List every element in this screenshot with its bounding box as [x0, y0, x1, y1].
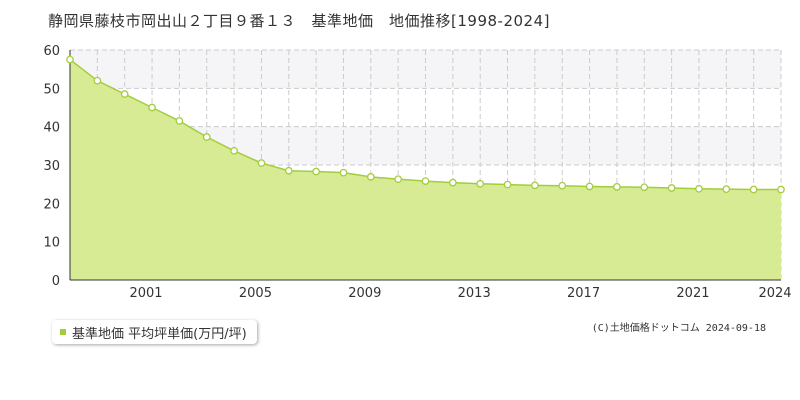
- y-tick-label: 10: [43, 236, 60, 251]
- data-point: [66, 55, 74, 64]
- data-point: [202, 133, 211, 141]
- data-point: [558, 181, 567, 190]
- x-tick-label: 2005: [239, 286, 272, 301]
- data-point: [640, 183, 649, 192]
- data-point: [120, 90, 129, 98]
- data-point: [421, 177, 430, 185]
- y-tick-label: 20: [43, 197, 60, 212]
- legend-swatch: [60, 329, 66, 335]
- legend: 基準地価 平均坪単価(万円/坪): [52, 320, 257, 344]
- data-point: [175, 117, 184, 125]
- data-point: [148, 103, 156, 112]
- series-area: [70, 59, 781, 281]
- data-point: [667, 184, 676, 192]
- data-point: [366, 173, 375, 181]
- legend-label: 基準地価 平均坪単価(万円/坪): [72, 326, 247, 342]
- x-tick-label: 2009: [348, 286, 381, 301]
- y-tick-label: 30: [43, 159, 60, 174]
- data-point: [749, 185, 758, 194]
- x-tick-label: 2001: [129, 286, 162, 301]
- data-point: [312, 167, 320, 176]
- x-tick-label: 2024: [758, 286, 791, 301]
- x-tick-label: 2013: [458, 286, 491, 301]
- y-tick-label: 60: [43, 44, 60, 59]
- data-point: [93, 76, 102, 85]
- data-point: [257, 159, 266, 167]
- y-tick-label: 50: [43, 82, 60, 97]
- y-tick-label: 40: [43, 121, 60, 136]
- data-point: [448, 178, 457, 187]
- data-point: [777, 185, 785, 194]
- data-point: [503, 180, 512, 189]
- copyright-credit: (C)土地価格ドットコム 2024-09-18: [591, 323, 766, 334]
- data-point: [230, 146, 238, 155]
- x-tick-label: 2017: [567, 286, 600, 301]
- data-point: [613, 183, 621, 191]
- y-tick-label: 0: [52, 274, 60, 289]
- data-point: [722, 185, 731, 193]
- data-point: [585, 182, 594, 191]
- data-point: [695, 184, 703, 193]
- data-point: [284, 166, 293, 175]
- data-point: [339, 168, 348, 177]
- x-tick-label: 2021: [676, 286, 709, 301]
- data-point: [531, 181, 539, 190]
- data-point: [476, 179, 485, 188]
- data-point: [394, 175, 403, 184]
- chart-title: 静岡県藤枝市岡出山２丁目９番１３ 基準地価 地価推移[1998-2024]: [48, 12, 550, 30]
